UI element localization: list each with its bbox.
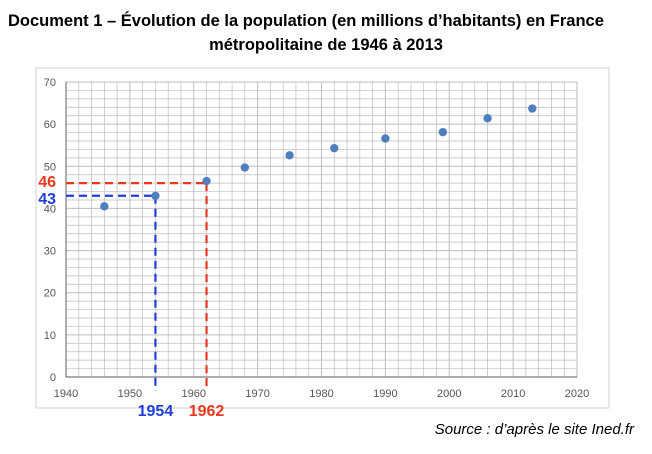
y-tick-label: 30 (44, 246, 56, 258)
y-tick-label: 50 (44, 161, 56, 173)
chart-grid (65, 81, 578, 378)
x-tick-label: 2010 (501, 388, 525, 400)
y-tick-label: 60 (44, 119, 56, 131)
data-point (285, 151, 294, 160)
x-tick-label: 1970 (245, 388, 269, 400)
data-point (330, 143, 339, 153)
x-tick-label: 1980 (309, 388, 333, 400)
chart-axes (65, 82, 577, 378)
title-line-1: Document 1 – Évolution de la population … (8, 12, 604, 30)
y-marker-label-blue: 43 (38, 191, 56, 208)
x-tick-label: 2020 (565, 388, 589, 400)
x-marker-label-red: 1962 (189, 403, 225, 420)
data-point (202, 176, 211, 186)
data-points (100, 104, 537, 211)
data-point (240, 163, 250, 172)
title-line-2: métropolitaine de 1946 à 2013 (209, 36, 443, 54)
data-point (483, 114, 492, 123)
y-tick-label: 20 (44, 288, 56, 300)
y-tick-label: 70 (44, 77, 56, 89)
x-tick-label: 1940 (54, 388, 78, 400)
y-marker-label-red: 46 (38, 174, 56, 191)
x-marker-label-blue: 1954 (138, 403, 174, 420)
data-point (151, 191, 160, 200)
chart-frame (35, 67, 610, 409)
x-tick-label: 1950 (118, 388, 142, 400)
data-point (381, 134, 390, 143)
data-point (528, 104, 537, 113)
guide-lines (66, 182, 208, 391)
annotation-labels: 43 1954 46 1962 (38, 174, 224, 420)
source-note: Source : d’après le site Ined.fr (434, 421, 634, 438)
x-tick-label: 1960 (182, 388, 206, 400)
x-tick-label: 2000 (437, 388, 461, 400)
x-tick-label: 1990 (373, 388, 397, 400)
y-tick-label: 10 (44, 330, 56, 342)
y-tick-label: 40 (44, 203, 56, 215)
tick-labels: 1940 1950 1960 1970 1980 1990 2000 2010 2020 0 10 2… (44, 77, 589, 400)
data-point (100, 202, 109, 211)
y-tick-label: 0 (50, 372, 56, 384)
data-point (438, 127, 448, 137)
